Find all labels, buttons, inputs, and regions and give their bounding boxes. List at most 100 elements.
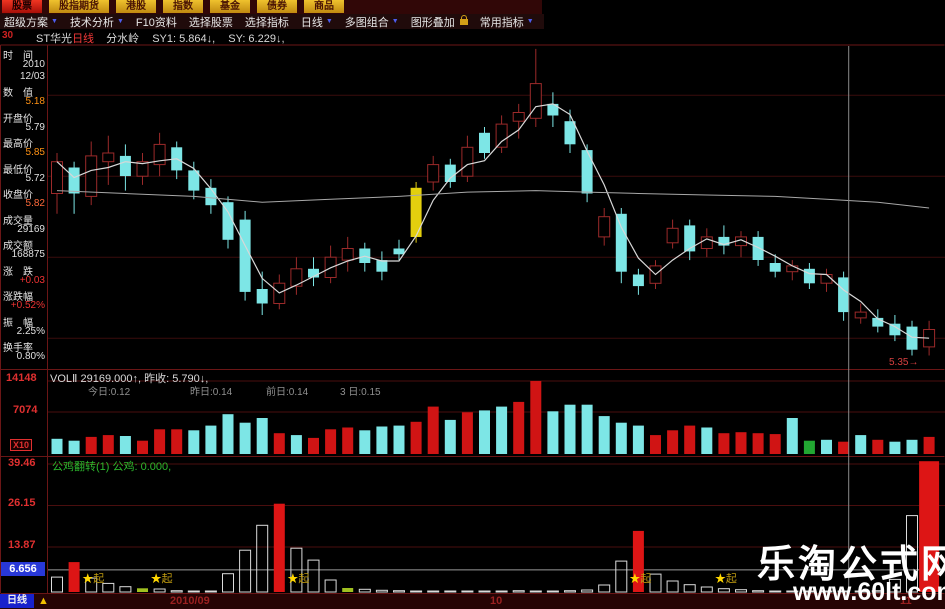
volume-bar xyxy=(222,414,234,454)
toolbar-item-8[interactable]: 常用指标 ▼ xyxy=(480,14,534,30)
candle-body xyxy=(495,123,508,148)
sidebar-row-value: 5.85 xyxy=(25,147,45,158)
toolbar-item-0[interactable]: 超级方案 ▼ xyxy=(4,14,58,30)
sidebar-row-label: 最低价 xyxy=(3,165,33,176)
watermark-url: www.60lt.com xyxy=(793,578,945,606)
volume-bar xyxy=(598,416,610,454)
candle-body xyxy=(838,277,850,313)
indicator-bar xyxy=(393,590,405,593)
indicator-bar xyxy=(717,588,730,593)
volume-scale-mid: 7074 xyxy=(13,404,38,416)
menu-tab-4[interactable]: 基金 xyxy=(210,0,250,13)
star-marker: ★起 xyxy=(82,572,104,585)
menu-tab-3[interactable]: 指数 xyxy=(163,0,203,13)
volume-bar xyxy=(735,432,747,454)
volume-bar xyxy=(496,406,508,454)
indicator-bar xyxy=(803,590,816,593)
candle-body xyxy=(239,219,251,292)
candle-body xyxy=(889,323,901,336)
indicator-bar xyxy=(649,573,662,593)
sidebar-row-label: 成交额 xyxy=(3,241,33,252)
sidebar-row-value: 0.80% xyxy=(16,351,45,362)
sidebar-row-value: 2.25% xyxy=(16,326,45,337)
watermark-title: 乐淘公式网 xyxy=(757,544,945,586)
chevron-down-icon: ▼ xyxy=(391,18,399,25)
volume-bar xyxy=(769,434,781,454)
volume-bar xyxy=(615,422,627,454)
volume-bar xyxy=(154,429,166,454)
sidebar-row-label: 成交量 xyxy=(3,216,33,227)
candle-body xyxy=(803,268,815,284)
sidebar-row-value: +0.03 xyxy=(19,275,45,286)
volume-bar xyxy=(342,427,354,454)
volume-bar xyxy=(359,430,371,454)
volume-bar xyxy=(872,439,884,454)
volume-bar xyxy=(906,439,918,454)
star-marker: ★起 xyxy=(715,572,737,585)
indicator-bar xyxy=(495,590,508,593)
volume-bar xyxy=(102,435,114,454)
toolbar-item-2[interactable]: F10资料 xyxy=(136,14,177,30)
toolbar-item-label: 选择指标 xyxy=(244,16,289,29)
menu-tab-5[interactable]: 债券 xyxy=(257,0,297,13)
star-marker: ★起 xyxy=(287,572,309,585)
sidebar-row-value: 5.82 xyxy=(25,198,45,209)
volume-bar xyxy=(889,441,901,454)
sidebar-row-label: 换手率 xyxy=(3,343,33,354)
volume-legend-item-2: 前日:0.14 xyxy=(266,387,309,398)
toolbar-item-1[interactable]: 技术分析 ▼ xyxy=(70,14,124,30)
menu-tab-6[interactable]: 商品 xyxy=(304,0,344,13)
toolbar-item-label: 超级方案 xyxy=(4,16,48,29)
indicator-bar xyxy=(102,582,115,593)
indicator-bar xyxy=(564,590,576,593)
scroll-up-icon[interactable]: ▲ xyxy=(38,595,49,607)
toolbar-item-label: F10资料 xyxy=(135,16,177,29)
toolbar-item-5[interactable]: 日线 ▼ xyxy=(301,14,333,30)
volume-legend-item-1: 昨日:0.14 xyxy=(190,387,233,398)
volume-bar xyxy=(325,429,337,454)
volume-bar xyxy=(838,441,850,454)
period-button[interactable]: 日线 xyxy=(0,594,34,608)
indicator-panel-title: 公鸡翻转(1) 公鸡: 0.000, xyxy=(52,461,172,473)
ma-slow-line xyxy=(56,190,930,209)
sidebar-row-label: 涨跌幅 xyxy=(3,292,33,303)
volume-bar xyxy=(923,436,935,454)
indicator-bar xyxy=(290,547,303,593)
volume-bar xyxy=(137,440,148,454)
axis-date-2: 11 xyxy=(900,595,912,607)
toolbar-item-6[interactable]: 多图组合 ▼ xyxy=(345,14,399,30)
menu-tab-1[interactable]: 股指期货 xyxy=(49,0,109,13)
volume-bar xyxy=(290,435,302,454)
indicator-bar xyxy=(170,590,183,593)
chevron-down-icon: ▼ xyxy=(51,18,58,25)
volume-bar xyxy=(530,381,542,454)
indicator-bar xyxy=(222,573,234,593)
menu-tab-2[interactable]: 港股 xyxy=(116,0,156,13)
candle-body xyxy=(153,143,166,166)
indicator-bar xyxy=(239,549,252,593)
indicator-bar xyxy=(410,590,423,593)
indicator-bar xyxy=(735,589,747,593)
candle-body xyxy=(786,265,799,273)
indicator-bar xyxy=(871,590,884,593)
date-axis-bar: 日线 ▲ 2010/09 10 11 xyxy=(0,594,945,609)
toolbar-item-3[interactable]: 选择股票 xyxy=(189,14,233,30)
candle-body xyxy=(598,216,611,238)
volume-scale-max: 14148 xyxy=(6,372,37,384)
candle-body xyxy=(51,161,63,194)
toolbar-item-4[interactable]: 选择指标 xyxy=(245,14,289,30)
toolbar-item-7[interactable]: 图形叠加 xyxy=(411,14,468,30)
menu-tab-0[interactable]: 股票 xyxy=(2,0,42,13)
candle-body xyxy=(615,213,627,272)
candle-body xyxy=(256,289,268,304)
last-price-label: 5.35→ xyxy=(889,357,919,368)
axis-date-0: 2010/09 xyxy=(170,595,210,607)
candle-body xyxy=(718,236,730,246)
indicator-bar xyxy=(461,590,474,593)
indicator-bar xyxy=(888,578,901,593)
indicator-bar xyxy=(342,588,354,592)
candle-body xyxy=(136,161,149,177)
indicator-bar xyxy=(752,590,765,593)
chevron-down-icon: ▼ xyxy=(526,18,534,25)
